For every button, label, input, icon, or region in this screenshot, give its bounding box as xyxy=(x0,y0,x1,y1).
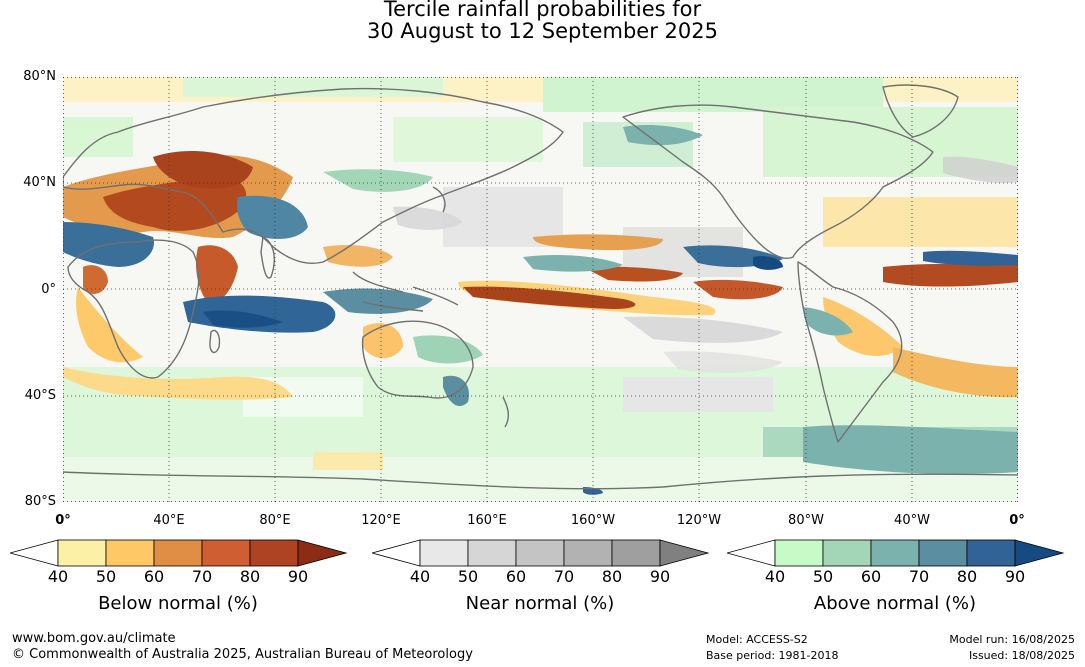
coastlines xyxy=(63,84,1018,490)
legend-swatch xyxy=(774,539,824,567)
legend-tick: 50 xyxy=(812,567,834,586)
near-normal-regions xyxy=(393,156,1018,373)
footer-url[interactable]: www.bom.gov.au/climate xyxy=(12,631,176,646)
legend-swatch xyxy=(870,539,920,567)
legend-swatch xyxy=(105,539,155,567)
legend-tick: 50 xyxy=(95,567,117,586)
above-normal-regions xyxy=(63,124,1018,495)
lon-label-80w: 80°W xyxy=(788,513,824,528)
lon-label-160e: 160°E xyxy=(467,513,507,528)
legend-tick: 80 xyxy=(239,567,261,586)
lon-label-0: 0° xyxy=(55,513,71,528)
lon-label-160w: 160°W xyxy=(570,513,616,528)
footer-copyright: © Commonwealth of Australia 2025, Austra… xyxy=(12,647,473,662)
lat-label-80n: 80°N xyxy=(23,69,56,84)
legend-swatch xyxy=(419,539,469,567)
legend-tick: 70 xyxy=(908,567,930,586)
legend-below-normal xyxy=(10,539,350,567)
lon-label-120w: 120°W xyxy=(676,513,722,528)
map-svg xyxy=(63,77,1018,502)
legend-swatch xyxy=(918,539,968,567)
legend-swatch xyxy=(10,539,59,567)
legend-swatch xyxy=(515,539,565,567)
legend-above-normal-colorbar xyxy=(727,539,1065,567)
legend-near-normal xyxy=(372,539,712,567)
footer-model-run: Model run: 16/08/2025 xyxy=(949,633,1075,646)
footer-issued: Issued: 18/08/2025 xyxy=(968,649,1075,662)
rainfall-probability-map xyxy=(63,77,1018,502)
legend-swatch xyxy=(153,539,203,567)
legend-swatch xyxy=(297,539,348,567)
legend-below-normal-title: Below normal (%) xyxy=(98,593,258,614)
map-title-line-2: 30 August to 12 September 2025 xyxy=(367,19,718,43)
legend-tick: 90 xyxy=(287,567,309,586)
legend-tick: 60 xyxy=(143,567,165,586)
legend-swatch xyxy=(611,539,661,567)
footer-base-period: Base period: 1981-2018 xyxy=(706,649,839,662)
legend-tick: 70 xyxy=(553,567,575,586)
footer-model: Model: ACCESS-S2 xyxy=(706,633,808,646)
legend-swatch xyxy=(822,539,872,567)
lat-label-40n: 40°N xyxy=(23,175,56,190)
legend-tick: 50 xyxy=(457,567,479,586)
legend-swatch xyxy=(966,539,1016,567)
legend-tick: 60 xyxy=(505,567,527,586)
legend-tick: 40 xyxy=(47,567,69,586)
legend-near-normal-colorbar xyxy=(372,539,710,567)
legend-tick: 40 xyxy=(409,567,431,586)
legend-tick: 90 xyxy=(649,567,671,586)
lat-label-80s: 80°S xyxy=(24,494,56,509)
legend-tick: 80 xyxy=(601,567,623,586)
lat-label-equator: 0° xyxy=(41,282,56,297)
below-normal-regions xyxy=(63,151,1018,400)
legend-swatch xyxy=(467,539,517,567)
legend-tick: 60 xyxy=(860,567,882,586)
legend-below-normal-colorbar xyxy=(10,539,348,567)
legend-tick: 80 xyxy=(956,567,978,586)
legend-swatch xyxy=(563,539,613,567)
legend-swatch xyxy=(659,539,710,567)
light-probability-shading xyxy=(63,77,1018,502)
lat-label-40s: 40°S xyxy=(24,388,56,403)
legend-tick: 70 xyxy=(191,567,213,586)
legend-swatch xyxy=(727,539,776,567)
legend-above-normal-title: Above normal (%) xyxy=(813,593,977,614)
legend-swatch xyxy=(249,539,299,567)
legend-swatch xyxy=(372,539,421,567)
lon-label-40e: 40°E xyxy=(153,513,185,528)
map-title-line-1: Tercile rainfall probabilities for xyxy=(383,0,702,21)
lon-label-40w: 40°W xyxy=(894,513,930,528)
legend-swatch xyxy=(1014,539,1065,567)
legend-swatch xyxy=(57,539,107,567)
lon-label-0-east: 0° xyxy=(1009,513,1025,528)
legend-above-normal xyxy=(727,539,1067,567)
graticule xyxy=(63,77,1018,502)
legend-tick: 90 xyxy=(1004,567,1026,586)
legend-near-normal-title: Near normal (%) xyxy=(465,593,615,614)
legend-tick: 40 xyxy=(764,567,786,586)
lon-label-80e: 80°E xyxy=(259,513,291,528)
legend-swatch xyxy=(201,539,251,567)
lon-label-120e: 120°E xyxy=(361,513,401,528)
